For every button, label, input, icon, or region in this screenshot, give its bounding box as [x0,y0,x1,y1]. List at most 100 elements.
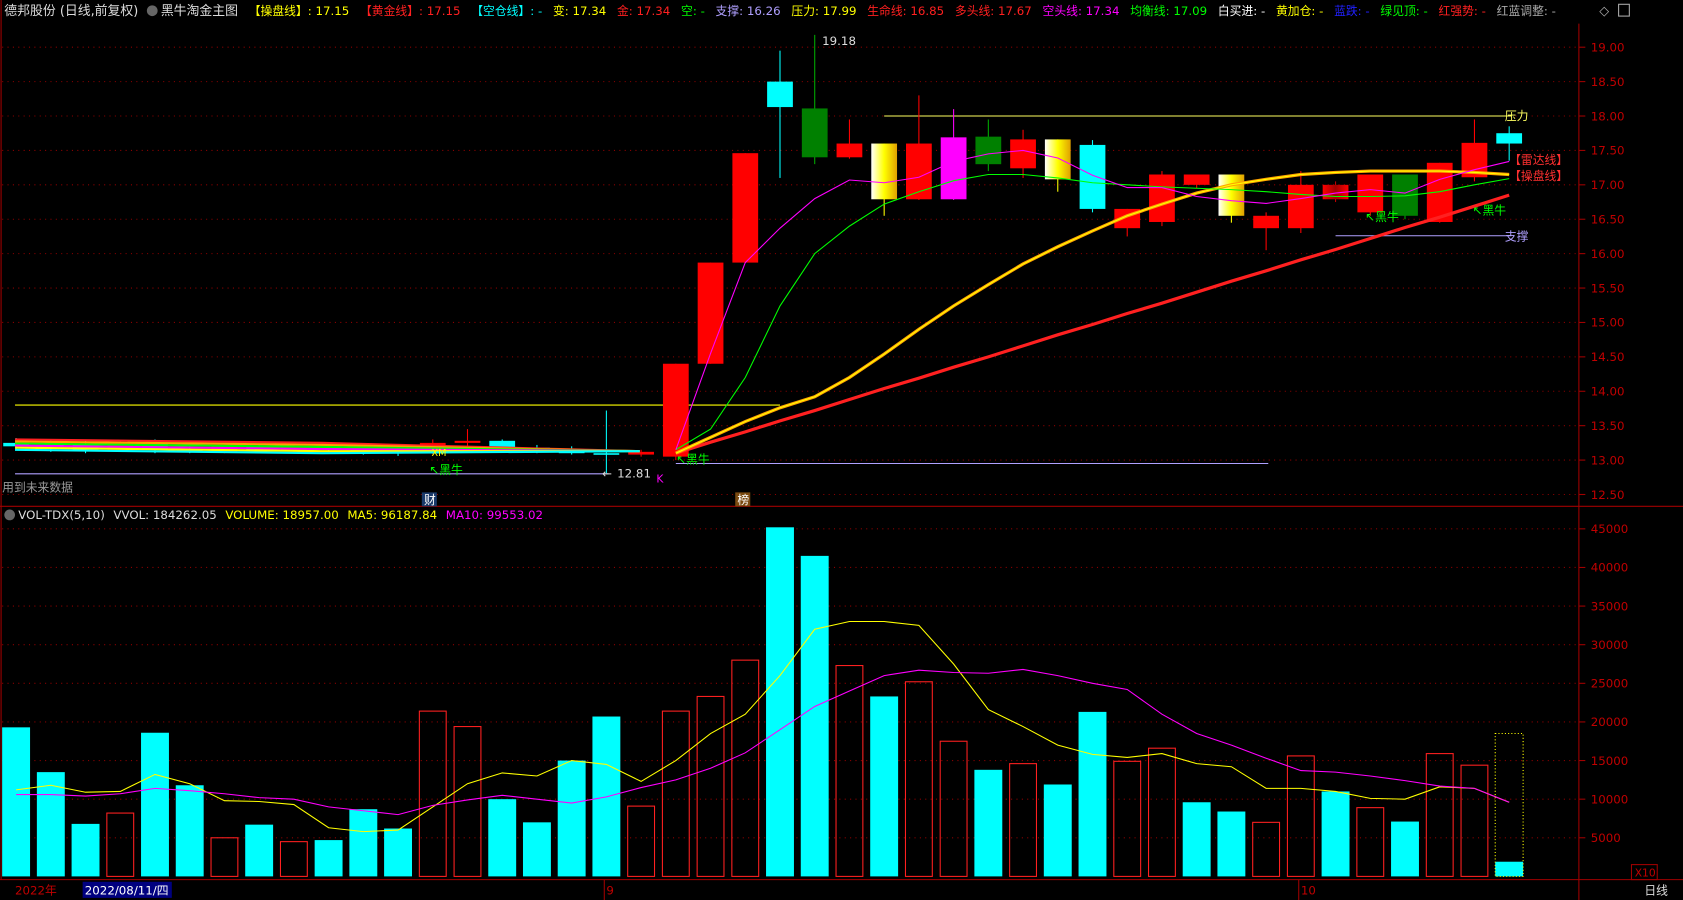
volume-bar-up [210,837,239,877]
diamond-icon[interactable]: ◇ [1599,4,1609,19]
volume-bar-up [1425,753,1454,877]
indicator-line-lifeline [675,193,1510,455]
volume-tick-label: 30000 [1591,638,1629,652]
candlestick [1044,139,1071,192]
candle-body [593,453,620,455]
period-selector[interactable]: 日线 [1644,884,1668,898]
candlestick [906,95,932,200]
rank-badge-label[interactable]: 榜 [737,493,749,507]
volume-bar-down [1391,821,1419,877]
price-tick-label: 12.50 [1591,488,1625,502]
candlestick [1079,140,1106,213]
candle-body [1044,139,1071,180]
indicator-line-short [675,149,1510,450]
volume-bar-up [627,805,656,877]
zoom-x10-label[interactable]: X10 [1635,866,1656,879]
heiniu-marker: ↖黑牛 [676,452,710,466]
volume-bar-down [1043,784,1072,877]
candlestick [1010,129,1036,178]
header-indicator-value: 空: - [681,4,705,18]
candlestick [1183,174,1210,189]
header-indicator-value: 绿见顶: - [1380,4,1427,18]
volume-tick-label: 15000 [1591,754,1629,768]
volume-bar-down [870,696,899,877]
volume-indicator-name[interactable]: VOL-TDX(5,10) [18,508,105,522]
volume-dropdown-icon[interactable] [4,509,16,521]
volume-bar-down [141,732,169,877]
candlestick [628,449,654,457]
zoom-x10-button[interactable] [1630,864,1658,881]
volume-bar-down [245,824,274,877]
volume-bar-down [1217,811,1246,877]
candlestick [975,119,1002,172]
finance-badge-label[interactable]: 财 [424,493,436,507]
header-indicator-value: 金: 17.34 [617,4,670,18]
volume-bar-estimated [1494,732,1524,877]
candle-body [1357,174,1384,213]
candle-body [767,81,793,108]
price-tick-label: 13.50 [1591,419,1625,433]
price-tick-label: 17.50 [1591,144,1625,158]
volume-bar-down [488,799,517,877]
crosshair-date: 2022/08/11/四 [85,884,169,898]
volume-bar-down [1182,802,1211,877]
radar-line-label: 【雷达线】 [1509,153,1568,167]
volume-ma10-line [16,668,1510,816]
header-indicator-value: 【黄金线】: 17.15 [360,4,461,18]
volume-bar-down [36,772,65,877]
header-indicator-value: 压力: 17.99 [791,4,856,18]
panel-toggle-icon[interactable] [1618,3,1630,17]
volume-bar-up [279,841,308,877]
volume-tick-label: 10000 [1591,792,1629,806]
volume-header: VOL-TDX(5,10) VVOL: 184262.05 VOLUME: 18… [4,508,543,522]
candle-body [871,143,898,200]
candle-body [975,136,1002,165]
candle-body [906,143,932,200]
volume-tick-label: 40000 [1591,561,1629,575]
price-tick-label: 16.50 [1591,213,1625,227]
volume-bar-down [2,727,31,877]
candlestick [1287,171,1314,233]
candle-body [1079,144,1106,209]
candlestick [454,429,481,447]
header-indicator-value: 【空仓线】: - [471,4,542,18]
volume-bar-down [314,840,343,877]
caopan-line-label: 【操盘线】 [1509,169,1568,183]
candle-body [662,363,689,457]
volume-bar-up [904,681,933,877]
price-tick-label: 15.50 [1591,281,1625,295]
candle-body [489,440,516,448]
volume-bar-up [1113,760,1142,877]
k-marker: K [656,473,664,486]
price-tick-label: 13.00 [1591,453,1625,467]
chart-header: 德邦股份 (日线,前复权) 黑牛淘金主图 【操盘线】: 17.15 【黄金线】: … [4,3,1630,19]
indicator-name[interactable]: 黑牛淘金主图 [161,3,238,19]
volume-bar-up [696,695,725,877]
rank-badge[interactable] [735,492,751,507]
volume-value: VOLUME: 18957.00 [225,508,338,522]
candle-body [1218,174,1245,216]
volume-bar-up [453,726,482,877]
future-data-note: 用到未来数据 [2,480,73,494]
finance-badge[interactable] [421,492,437,507]
ma10-value: MA10: 99553.02 [446,508,543,522]
low-arrow-icon: ← [602,466,612,480]
volume-bar-down [557,760,586,877]
candlestick [1218,174,1245,223]
volume-bar-down [384,828,413,877]
candlestick [732,153,759,263]
candlestick [836,119,863,159]
candle-body [697,262,724,364]
heiniu-marker: ↖黑牛 [1473,204,1507,218]
header-indicator-value: 蓝跌: - [1334,4,1370,18]
volume-bar-down [1321,791,1350,877]
header-indicator-value: 支撑: 16.26 [716,4,781,18]
indicator-dropdown-icon[interactable] [146,5,158,17]
header-indicator-value: 多头线: 17.67 [955,4,1032,18]
candle-body [1287,184,1314,229]
header-indicator-value: 【操盘线】: 17.15 [249,4,350,18]
price-tick-label: 16.00 [1591,247,1625,261]
month-label-10: 10 [1301,884,1316,898]
volume-bar-up [939,740,968,877]
